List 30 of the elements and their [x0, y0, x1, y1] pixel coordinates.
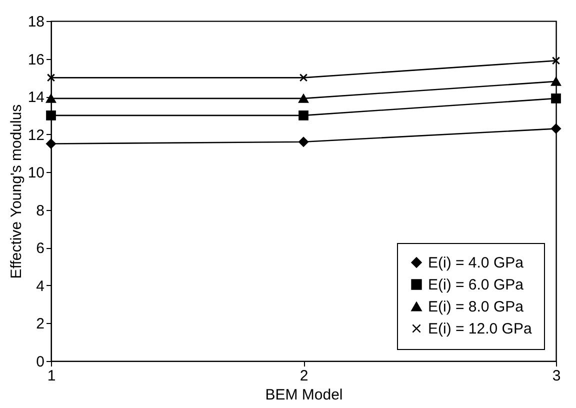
x-tick-label: 3 — [552, 368, 561, 384]
point — [298, 136, 308, 147]
legend-label: E(i) = 8.0 GPa — [428, 298, 524, 316]
y-tick-label: 0 — [36, 354, 44, 370]
y-tick-label: 14 — [28, 89, 44, 106]
y-tick-label: 10 — [28, 164, 44, 182]
legend-label: E(i) = 12.0 GPa — [428, 320, 532, 338]
y-tick-label: 6 — [36, 240, 44, 258]
y-tick-label: 16 — [28, 51, 44, 68]
legend-label: E(i) = 4.0 GPa — [428, 254, 524, 272]
point — [552, 56, 560, 65]
point — [551, 124, 561, 134]
y-tick-label: 18 — [28, 14, 44, 30]
y-tick-label: 8 — [36, 202, 44, 220]
x-tick-label: 1 — [47, 368, 56, 384]
point — [299, 74, 308, 82]
y-tick-label: 4 — [36, 278, 44, 295]
point — [46, 110, 56, 120]
point — [551, 94, 561, 104]
x-tick-label: 2 — [300, 368, 308, 384]
x-axis-title: BEM Model — [265, 386, 343, 404]
point — [551, 77, 561, 86]
y-tick-label: 2 — [36, 316, 44, 333]
y-axis-title: Effective Young's modulus — [8, 104, 25, 279]
point — [298, 110, 308, 120]
y-tick-label: 12 — [28, 126, 44, 144]
point — [298, 94, 308, 103]
point — [46, 74, 56, 82]
legend-label: E(i) = 6.0 GPa — [428, 276, 524, 294]
point — [46, 138, 56, 149]
